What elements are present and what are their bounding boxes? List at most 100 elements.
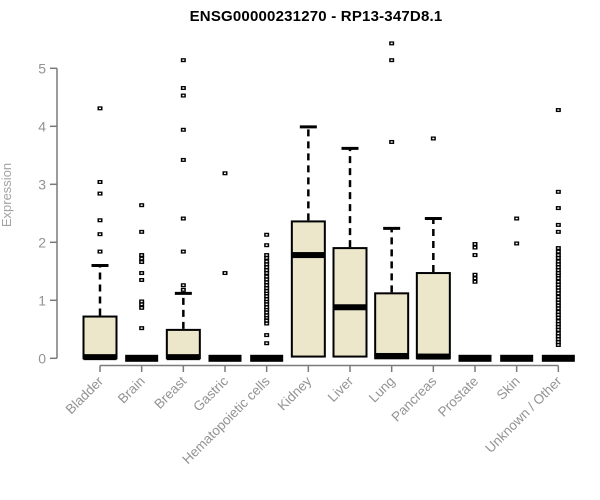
x-tick-label-lung: Lung [366, 374, 398, 406]
outlier-point-center [557, 338, 560, 340]
outlier-point-center [265, 298, 268, 300]
outlier-point-center [474, 277, 477, 279]
outlier-point-center [557, 323, 560, 325]
outlier-point-center [140, 257, 143, 260]
outlier-point-center [265, 272, 268, 274]
outlier-point-center [182, 217, 185, 220]
outlier-point-center [557, 257, 560, 259]
outlier-point-center [265, 278, 268, 281]
chart-title: ENSG00000231270 - RP13-347D8.1 [189, 8, 443, 25]
collapsed-box-gastric [208, 354, 242, 362]
outlier-point-center [99, 192, 101, 195]
outlier-point-center [265, 334, 268, 336]
outlier-point-center [390, 59, 393, 61]
outlier-point-center [265, 275, 268, 278]
outlier-point-center [182, 250, 185, 253]
median-bladder [83, 354, 117, 361]
outlier-point-center [557, 286, 560, 289]
outlier-point-center [265, 303, 268, 306]
box-breast [165, 328, 201, 360]
y-tick-label-0: 0 [38, 350, 46, 366]
outlier-point-center [557, 292, 560, 295]
outlier-point-center [557, 329, 560, 331]
median-breast [166, 354, 200, 361]
outlier-point-center [557, 272, 560, 274]
outlier-point-center [140, 307, 143, 309]
outlier-point-center [557, 269, 560, 271]
outlier-point-center [557, 311, 560, 313]
y-tick-label-3: 3 [38, 176, 46, 192]
outlier-point-center [182, 284, 185, 286]
outlier-point-center [265, 314, 268, 317]
outlier-point-center [557, 109, 560, 111]
outlier-point-center [99, 233, 101, 235]
y-tick-label-1: 1 [38, 292, 46, 308]
x-tick-label-gastric: Gastric [190, 373, 231, 414]
outlier-point-center [557, 289, 560, 292]
outlier-point-center [265, 281, 268, 284]
outlier-point-center [557, 263, 560, 266]
x-tick-label-brain: Brain [115, 374, 148, 407]
outlier-point-center [224, 272, 227, 274]
outlier-point-center [557, 231, 560, 233]
outlier-point-center [557, 283, 560, 286]
outlier-point-center [265, 300, 268, 303]
collapsed-box-skin [500, 354, 534, 362]
outlier-point-center [557, 344, 560, 346]
outlier-point-center [515, 217, 518, 220]
outlier-point-center [265, 295, 268, 297]
outlier-point-center [182, 87, 185, 89]
outlier-point-center [474, 281, 477, 283]
outlier-point-center [99, 107, 101, 110]
outlier-point-center [140, 204, 143, 206]
median-liver [333, 304, 367, 311]
outlier-point-center [182, 129, 185, 131]
outlier-point-center [265, 234, 268, 236]
outlier-point-center [557, 307, 560, 310]
outlier-point-center [557, 224, 560, 226]
box-bladder [82, 315, 118, 360]
outlier-point-center [265, 287, 268, 289]
box-pancreas [415, 272, 451, 360]
outlier-point-center [557, 247, 560, 249]
x-tick-label-pancreas: Pancreas [389, 373, 440, 424]
outlier-point-center [390, 141, 393, 143]
outlier-point-center [265, 257, 268, 259]
outlier-point-center [265, 266, 268, 268]
x-tick-label-breast: Breast [151, 373, 189, 411]
outlier-point-center [474, 246, 477, 249]
outlier-point-center [557, 266, 560, 268]
y-tick-label-2: 2 [38, 234, 46, 250]
y-tick-label-4: 4 [38, 118, 46, 134]
outlier-point-center [140, 254, 143, 256]
outlier-point-center [557, 207, 560, 209]
outlier-point-center [474, 243, 477, 245]
outlier-point-center [474, 274, 477, 276]
outlier-point-center [265, 290, 268, 292]
outlier-point-center [265, 254, 268, 256]
outlier-point-center [140, 279, 143, 281]
outlier-point-center [557, 320, 560, 322]
outlier-point-center [265, 284, 268, 286]
outlier-point-center [265, 244, 268, 246]
collapsed-box-hematopoietic-cells [250, 354, 284, 362]
outlier-point-center [515, 242, 518, 245]
outlier-point-center [265, 263, 268, 266]
outlier-point-center [557, 191, 560, 193]
outlier-point-center [557, 314, 560, 316]
outlier-point-center [265, 317, 268, 319]
outlier-point-center [557, 299, 560, 301]
outlier-point-center [557, 332, 560, 335]
outlier-point-center [557, 274, 560, 277]
outlier-point-center [474, 254, 477, 256]
outlier-point-center [265, 269, 268, 271]
outlier-point-center [557, 301, 560, 304]
x-tick-label-skin: Skin [494, 374, 523, 403]
box-kidney [290, 220, 326, 358]
outlier-point-center [265, 306, 268, 308]
outlier-point-center [182, 59, 185, 61]
outlier-point-center [182, 159, 185, 161]
outlier-point-center [182, 289, 185, 291]
outlier-point-center [182, 94, 185, 97]
